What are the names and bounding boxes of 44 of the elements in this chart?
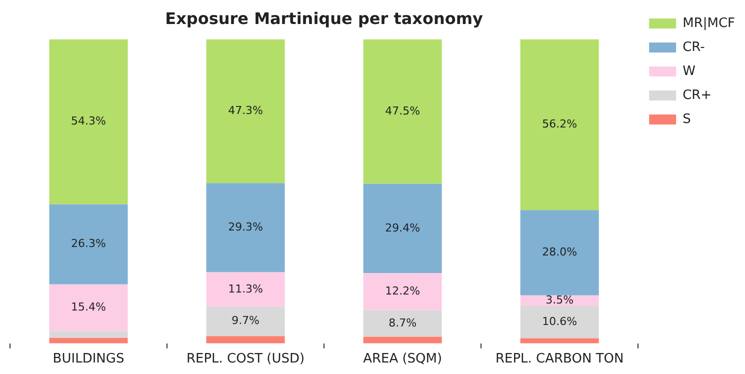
bar bbox=[363, 39, 442, 184]
data-label: 47.5% bbox=[385, 104, 420, 118]
legend-label: CR+ bbox=[682, 88, 712, 103]
data-label: 29.3% bbox=[228, 220, 264, 234]
data-label: 29.4% bbox=[385, 221, 420, 234]
x-tick-label: REPL. CARBON TON bbox=[495, 352, 624, 367]
bar bbox=[49, 39, 128, 204]
data-label: 8.7% bbox=[388, 316, 417, 330]
bar bbox=[206, 306, 285, 336]
legend-label: MR|MCF bbox=[682, 16, 736, 31]
bar bbox=[206, 39, 285, 184]
chart-title: Exposure Martinique per taxonomy bbox=[165, 8, 484, 28]
bar bbox=[363, 310, 442, 337]
x-tick-label: REPL. COST (USD) bbox=[186, 352, 305, 367]
legend-label: S bbox=[682, 112, 691, 127]
bar bbox=[206, 272, 285, 307]
legend-label: W bbox=[682, 64, 696, 79]
data-label: 26.3% bbox=[71, 237, 106, 250]
bar bbox=[206, 336, 285, 344]
data-label: 28.0% bbox=[542, 246, 578, 259]
x-tick-label: AREA (SQM) bbox=[363, 352, 442, 367]
bar bbox=[520, 39, 599, 210]
data-label: 9.7% bbox=[232, 314, 260, 328]
data-label: 54.3% bbox=[71, 114, 106, 128]
bar bbox=[49, 204, 128, 284]
bar bbox=[206, 183, 285, 272]
bar bbox=[49, 331, 128, 338]
bar bbox=[520, 306, 599, 338]
bar bbox=[520, 338, 599, 344]
data-label: 11.3% bbox=[228, 282, 264, 296]
bar bbox=[363, 184, 442, 274]
legend-label: CR- bbox=[682, 40, 706, 55]
bar bbox=[363, 336, 442, 344]
x-tick-label: BUILDINGS bbox=[52, 352, 124, 367]
bar bbox=[363, 273, 442, 310]
bar bbox=[49, 284, 128, 332]
data-label: 10.6% bbox=[542, 314, 578, 328]
data-label: 47.3% bbox=[228, 104, 264, 118]
data-label: 15.4% bbox=[71, 300, 106, 314]
data-label: 3.5% bbox=[546, 294, 574, 307]
bar bbox=[49, 338, 128, 344]
data-label: 12.2% bbox=[385, 284, 420, 298]
bar bbox=[520, 210, 599, 296]
data-label: 56.2% bbox=[542, 118, 578, 131]
